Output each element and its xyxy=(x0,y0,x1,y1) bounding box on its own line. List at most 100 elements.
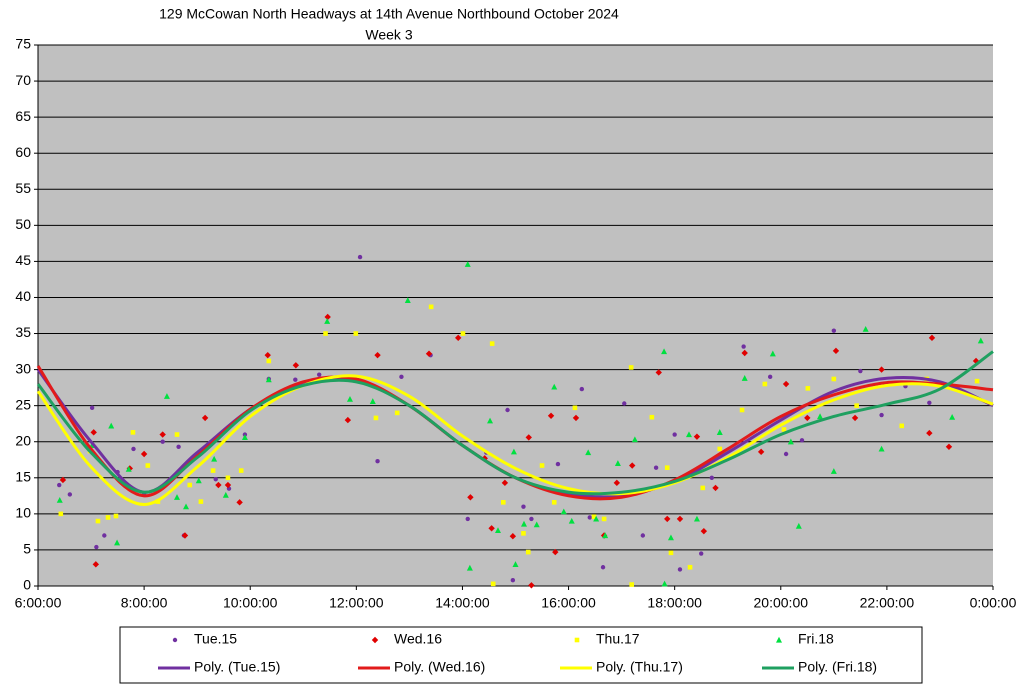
point xyxy=(533,521,540,528)
y-tick-label: 45 xyxy=(15,252,31,268)
x-tick-label: 14:00:00 xyxy=(435,595,490,611)
point xyxy=(591,514,597,520)
point xyxy=(225,475,231,481)
point xyxy=(323,331,328,336)
point xyxy=(465,516,470,522)
point xyxy=(140,450,148,458)
point xyxy=(316,372,322,377)
point xyxy=(344,416,352,424)
point xyxy=(831,376,837,382)
point xyxy=(817,413,824,420)
point xyxy=(552,548,559,556)
point xyxy=(783,451,789,457)
point xyxy=(105,515,111,520)
point xyxy=(555,461,561,467)
point xyxy=(757,448,765,456)
legend-label: Poly. (Wed.16) xyxy=(394,659,485,675)
point xyxy=(672,432,677,437)
point xyxy=(712,484,719,492)
legend-label: Poly. (Thu.17) xyxy=(596,659,683,675)
y-tick-label: 10 xyxy=(15,505,31,521)
point xyxy=(831,328,837,333)
point xyxy=(187,482,193,488)
point xyxy=(762,381,768,387)
point xyxy=(399,374,404,380)
point xyxy=(862,326,869,332)
point xyxy=(551,383,558,390)
point xyxy=(928,334,936,342)
point xyxy=(505,407,510,413)
point xyxy=(781,427,787,432)
point xyxy=(346,395,353,402)
y-tick-label: 30 xyxy=(15,360,31,376)
point xyxy=(525,434,532,441)
y-tick-label: 50 xyxy=(15,216,31,232)
point xyxy=(425,350,433,357)
point xyxy=(528,582,535,589)
point xyxy=(878,445,885,452)
point xyxy=(741,349,748,357)
point xyxy=(174,432,180,437)
point xyxy=(114,539,121,546)
point xyxy=(125,465,132,472)
y-tick-label: 60 xyxy=(15,144,31,160)
point xyxy=(927,400,932,405)
point xyxy=(183,503,190,510)
point xyxy=(579,386,585,392)
point xyxy=(374,351,381,359)
point xyxy=(709,475,715,480)
point xyxy=(95,518,101,524)
point xyxy=(687,564,693,570)
point xyxy=(945,443,953,450)
point xyxy=(700,527,708,535)
point xyxy=(265,376,272,383)
point xyxy=(614,460,621,466)
point xyxy=(210,468,216,473)
point xyxy=(949,414,956,420)
point xyxy=(799,438,805,443)
point xyxy=(494,527,501,534)
point xyxy=(685,431,692,438)
point xyxy=(551,500,557,505)
point xyxy=(487,417,494,424)
point xyxy=(467,494,474,501)
point xyxy=(693,515,700,522)
point xyxy=(585,449,592,456)
point xyxy=(560,508,567,515)
x-tick-label: 12:00:00 xyxy=(329,595,384,611)
point xyxy=(89,405,95,411)
point xyxy=(501,479,509,487)
point xyxy=(159,431,166,438)
point xyxy=(455,334,462,342)
point xyxy=(521,531,526,536)
y-tick-label: 70 xyxy=(15,72,31,88)
point xyxy=(716,429,723,435)
point xyxy=(520,520,527,527)
point xyxy=(805,386,811,391)
point xyxy=(629,582,634,587)
point xyxy=(677,567,683,572)
y-tick-label: 65 xyxy=(15,108,31,124)
point xyxy=(198,499,204,504)
point xyxy=(57,482,62,488)
chart-title: 129 McCowan North Headways at 14th Avenu… xyxy=(159,6,619,22)
point xyxy=(460,331,466,336)
point xyxy=(879,412,884,418)
legend-marker xyxy=(172,637,178,643)
point xyxy=(67,492,73,497)
point xyxy=(851,414,859,422)
legend xyxy=(119,626,923,684)
point xyxy=(572,405,578,411)
point xyxy=(804,414,811,422)
point xyxy=(572,414,580,422)
point xyxy=(353,331,359,336)
plot-area xyxy=(38,45,993,586)
trendline xyxy=(36,374,994,506)
x-tick-label: 18:00:00 xyxy=(647,595,702,611)
point xyxy=(622,401,627,406)
point xyxy=(782,380,790,388)
point xyxy=(211,455,218,462)
point xyxy=(488,525,495,532)
point xyxy=(92,561,100,568)
